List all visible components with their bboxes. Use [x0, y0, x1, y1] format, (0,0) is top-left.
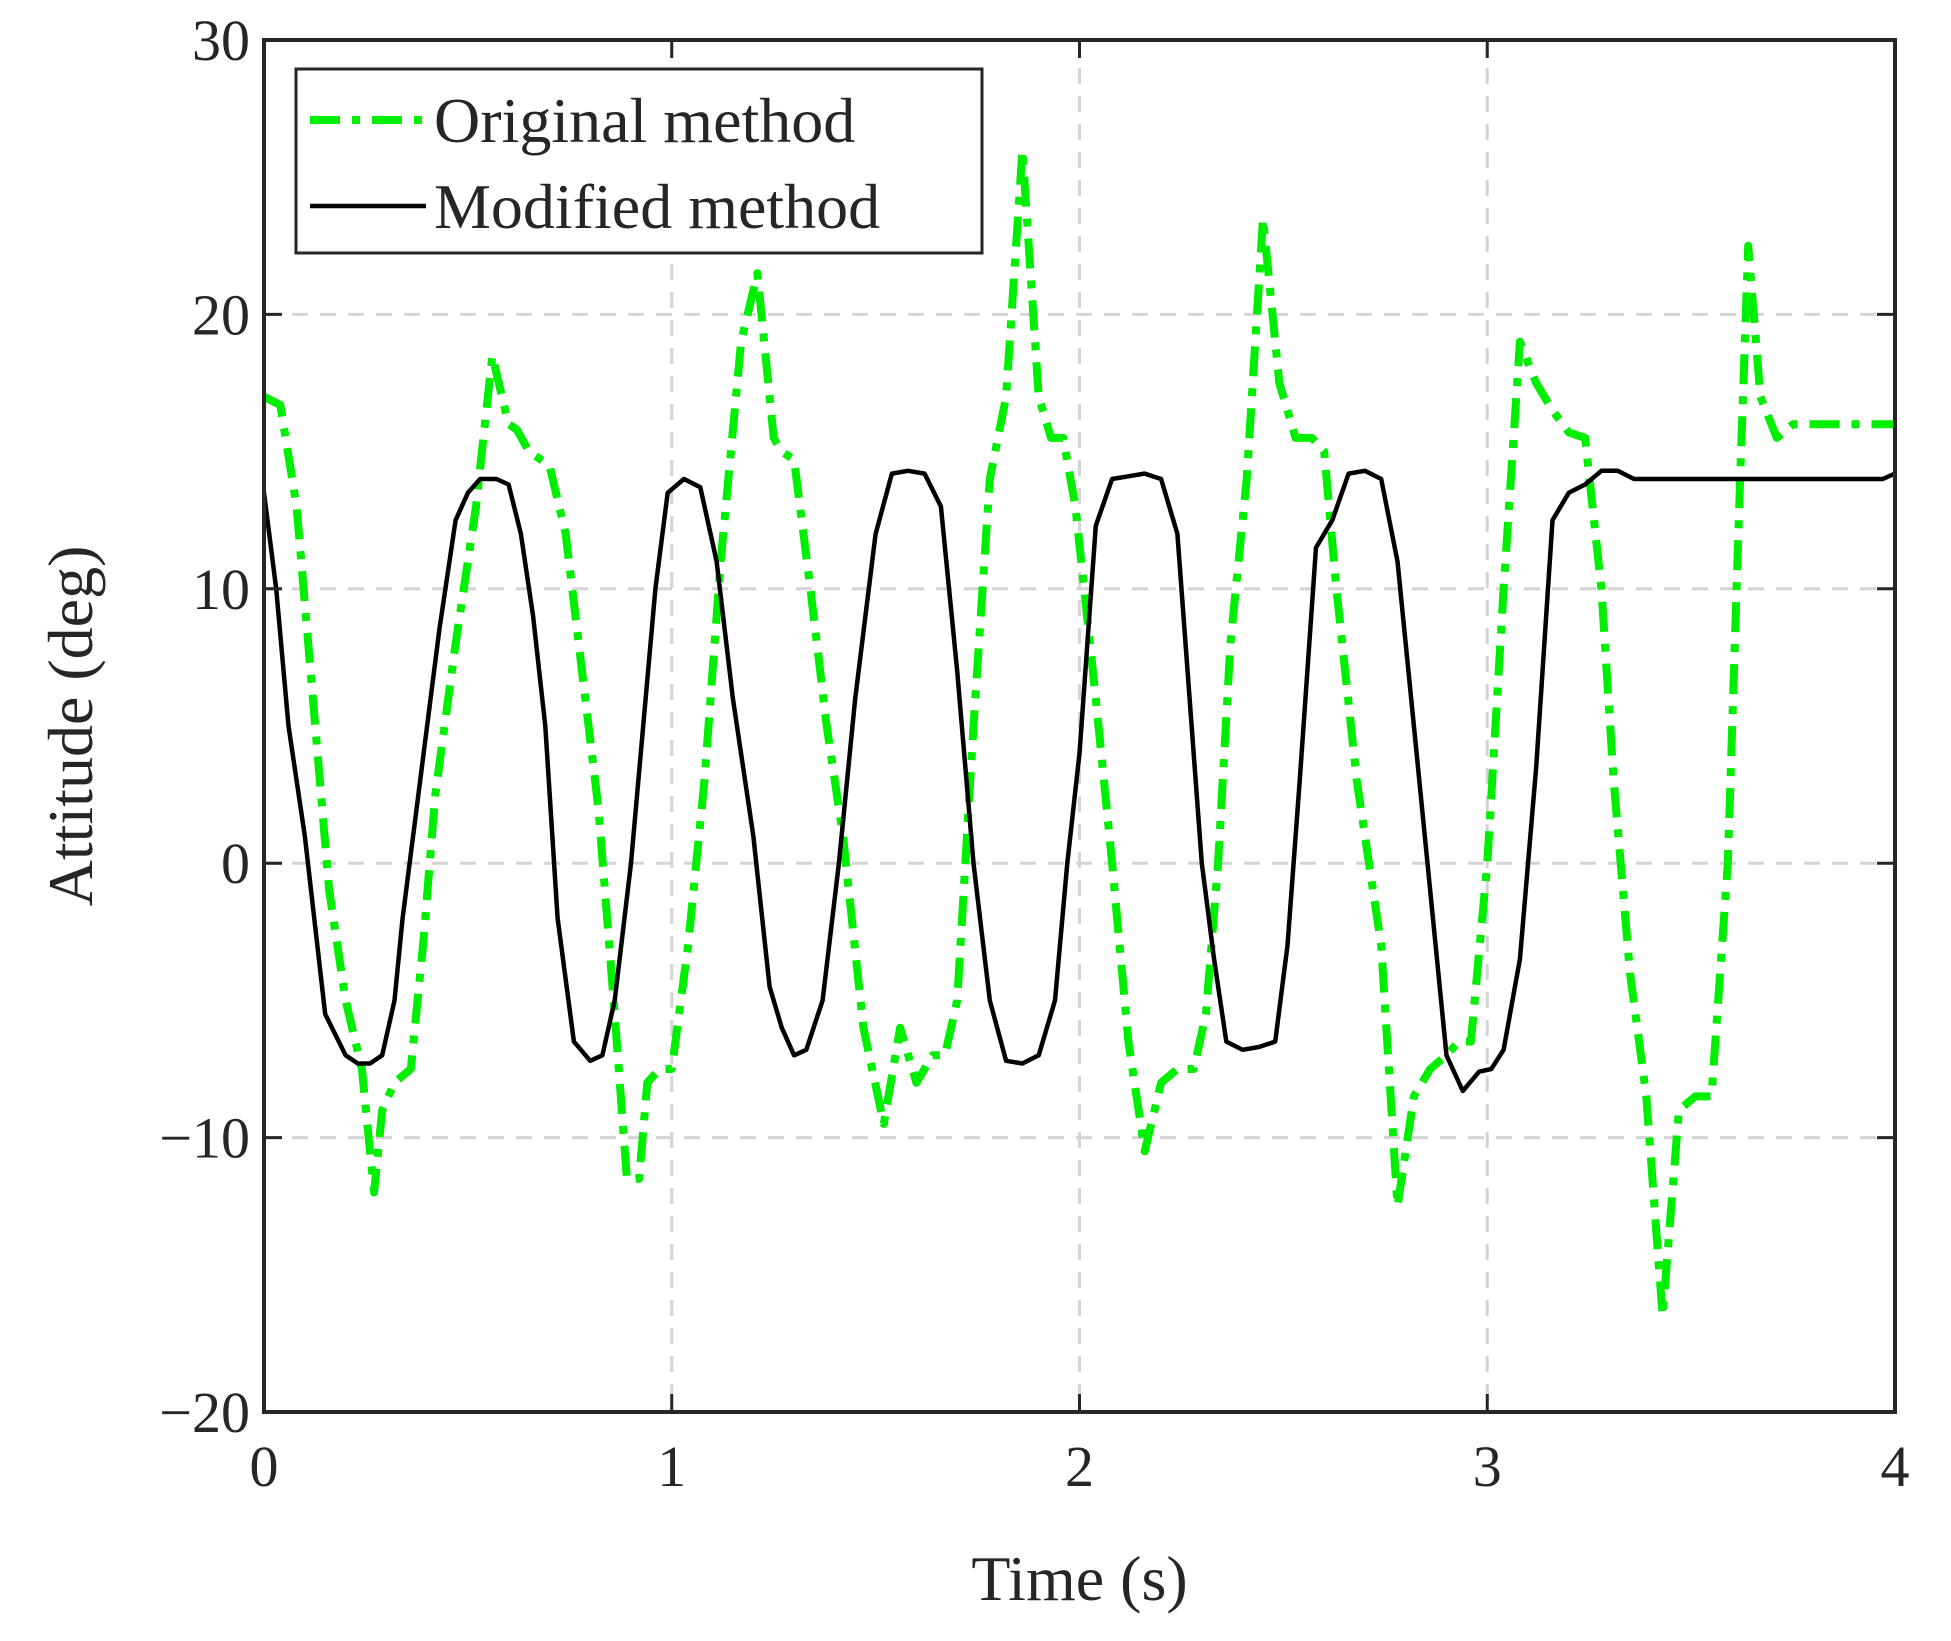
x-tick-label: 1	[657, 1434, 686, 1499]
x-tick-labels: 0 1 2 3 4	[250, 1434, 1910, 1499]
series-line-original	[264, 145, 1895, 1320]
x-tick-label: 3	[1473, 1434, 1502, 1499]
y-tick-label: 20	[192, 282, 250, 347]
legend-label-original: Original method	[434, 85, 855, 156]
y-tick-label: 0	[221, 831, 250, 896]
x-tick-label: 2	[1065, 1434, 1094, 1499]
legend-label-modified: Modified method	[434, 171, 880, 242]
legend: Original method Modified method	[294, 67, 984, 255]
series-layer	[264, 145, 1895, 1320]
x-axis-label: Time (s)	[971, 1543, 1187, 1614]
y-tick-label: −10	[159, 1106, 250, 1171]
series-line-modified	[264, 468, 1895, 1094]
y-tick-label: 10	[192, 557, 250, 622]
ticks	[262, 38, 1897, 1414]
y-tick-labels: −20 −10 0 10 20 30	[159, 8, 250, 1445]
y-tick-label: −20	[159, 1380, 250, 1445]
y-tick-label: 30	[192, 8, 250, 73]
y-axis-label: Attitude (deg)	[35, 546, 106, 907]
x-tick-label: 4	[1881, 1434, 1910, 1499]
legend-box	[294, 67, 984, 255]
x-tick-label: 0	[250, 1434, 279, 1499]
